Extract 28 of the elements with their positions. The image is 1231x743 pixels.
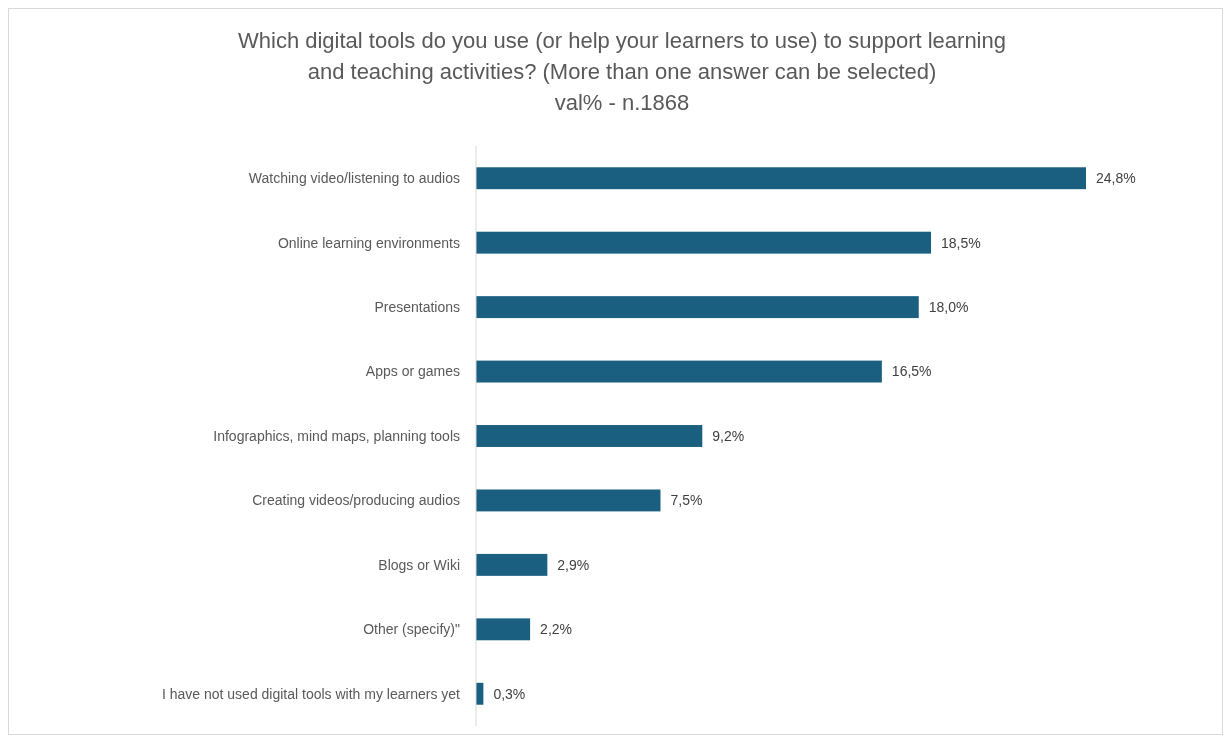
y-tick-label: Online learning environments bbox=[277, 234, 460, 251]
data-label: 16,5% bbox=[891, 363, 932, 380]
y-tick-label: Presentations bbox=[374, 299, 460, 316]
data-label: 24,8% bbox=[1096, 170, 1136, 187]
data-label: 2,2% bbox=[540, 621, 573, 638]
y-tick-label: Infographics, mind maps, planning tools bbox=[213, 427, 460, 444]
data-label: 9,2% bbox=[712, 427, 745, 444]
data-label: 18,5% bbox=[941, 234, 981, 251]
chart-title: Which digital tools do you use (or help your learners to use) to support learning and teaching activities? (More than one answer can be selected) bbox=[238, 28, 1006, 84]
bar bbox=[476, 489, 661, 512]
bar bbox=[476, 167, 1086, 190]
y-tick-label: I have not used digital tools with my learners yet bbox=[161, 685, 461, 702]
y-tick-label: Apps or games bbox=[365, 363, 460, 380]
bar bbox=[476, 425, 703, 447]
data-label: 0,3% bbox=[493, 685, 526, 702]
y-tick-label: Other (specify)" bbox=[363, 621, 461, 638]
bar bbox=[476, 231, 932, 254]
data-label: 7,5% bbox=[670, 492, 703, 509]
bar bbox=[476, 553, 548, 576]
bar bbox=[476, 618, 531, 641]
bar bbox=[476, 296, 919, 319]
data-label: 18,0% bbox=[928, 299, 969, 316]
y-tick-label: Blogs or Wiki bbox=[378, 556, 460, 573]
bar bbox=[476, 360, 882, 383]
chart-subtitle: val% - n.1868 bbox=[554, 90, 690, 115]
y-tick-label: Watching video/listening to audios bbox=[248, 170, 460, 187]
data-label: 2,9% bbox=[557, 556, 590, 573]
y-tick-label: Creating videos/producing audios bbox=[252, 492, 460, 509]
